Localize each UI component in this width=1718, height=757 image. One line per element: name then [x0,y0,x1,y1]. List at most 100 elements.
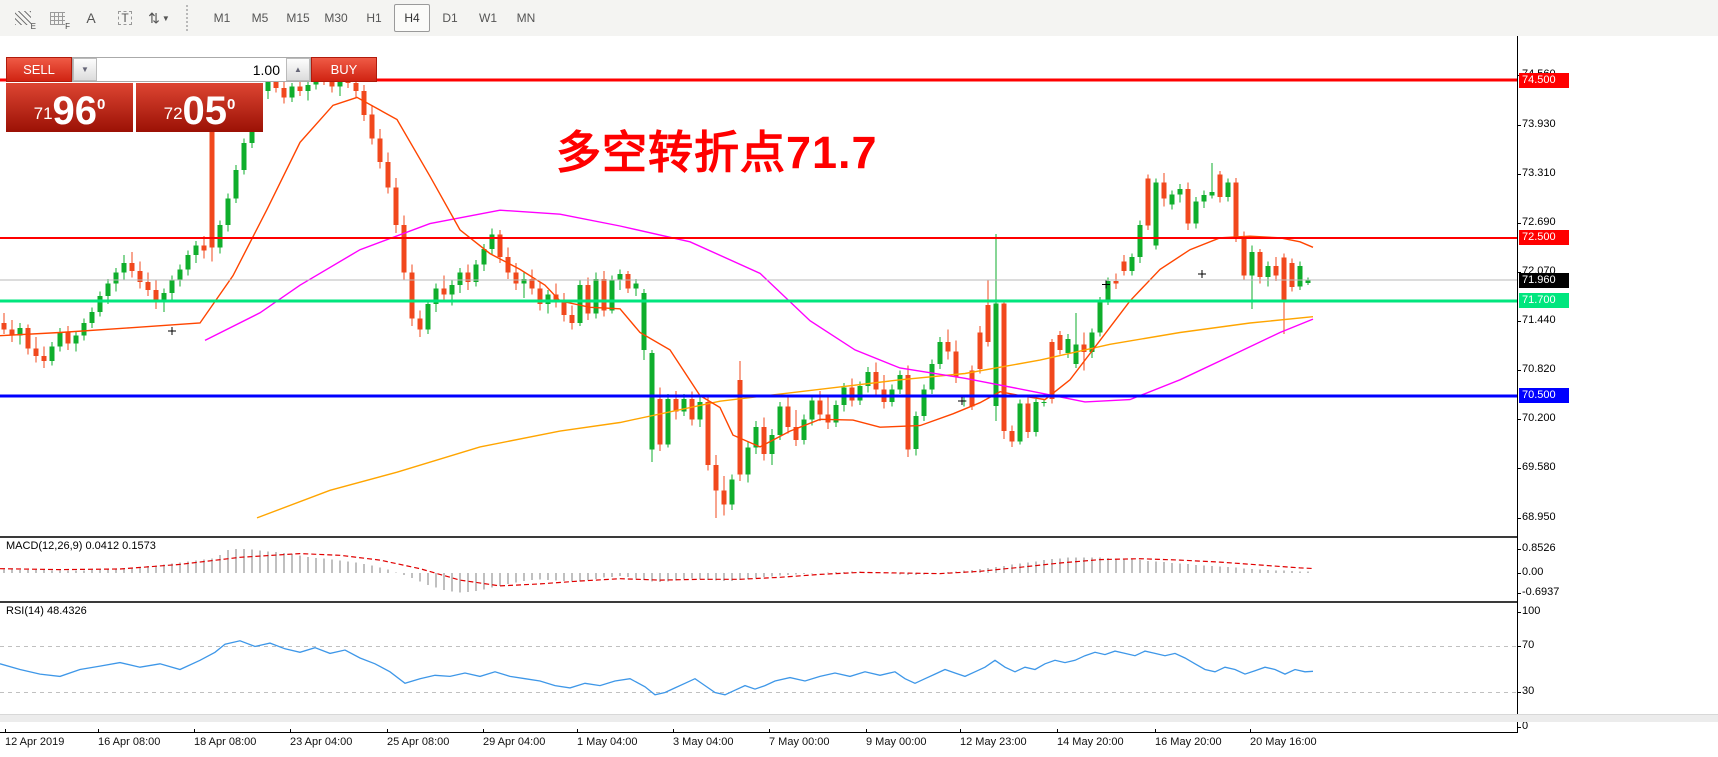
axis-tick [1517,223,1521,224]
macd-label: MACD(12,26,9) 0.0412 0.1573 [6,540,156,552]
fibonacci-grid-icon[interactable]: F [41,3,73,33]
sell-price-sup: 0 [97,96,106,113]
price-badge: 72.500 [1519,230,1569,246]
timeframe-w1[interactable]: W1 [479,11,497,25]
volume-input[interactable] [97,58,286,81]
timeframe-m1[interactable]: M1 [213,11,231,25]
price-tick: 73.310 [1522,167,1556,179]
time-tick [1057,729,1058,733]
axis-tick [1517,419,1521,420]
sell-button[interactable]: SELL [6,57,72,82]
time-tick [1250,729,1251,733]
buy-button[interactable]: BUY [311,57,377,82]
price-badge: 71.960 [1519,272,1569,288]
volume-stepper: ▼ ▲ [72,57,311,82]
axis-tick [1517,518,1521,519]
time-axis-line [0,732,1518,733]
status-strip [0,714,1718,722]
time-label[interactable]: 29 Apr 04:00 [483,736,546,748]
timeframe-h1[interactable]: H1 [366,11,382,25]
time-tick [194,729,195,733]
time-label[interactable]: 3 May 04:00 [673,736,734,748]
rsi-pane[interactable] [0,603,1518,732]
toolbar: E F A T ⇅ ▼ M1 M5 M15 M30 H1 H4 D1 W1 MN [0,0,1718,37]
time-label[interactable]: 20 May 16:00 [1250,736,1317,748]
buy-price-big: 05 [182,89,228,133]
price-tick: 70.820 [1522,363,1556,375]
time-label[interactable]: 18 Apr 08:00 [194,736,257,748]
macd-tick: 0.00 [1522,566,1544,578]
time-tick [866,729,867,733]
axis-tick [1517,646,1521,647]
price-tick: 73.930 [1522,118,1556,130]
buy-price-tile[interactable]: 72 05 0 [136,83,263,132]
axis-tick [1517,593,1521,594]
time-label[interactable]: 23 Apr 04:00 [290,736,353,748]
sell-price-small: 71 [33,104,53,123]
time-tick [290,729,291,733]
volume-decrease-icon[interactable]: ▼ [73,58,97,81]
price-tick: 70.200 [1522,412,1556,424]
pane-separator[interactable] [0,601,1518,603]
label-tool-icon[interactable]: T [109,3,141,33]
chart-area: ▲UKOil-,H4 71.970 71.970 71.960 71.960 M… [0,36,1718,757]
axis-tick [1517,321,1521,322]
price-badge: 71.700 [1519,293,1569,309]
time-label[interactable]: 16 May 20:00 [1155,736,1222,748]
rsi-label: RSI(14) 48.4326 [6,605,87,617]
price-tick: 71.440 [1522,314,1556,326]
axis-tick [1517,272,1521,273]
axis-tick [1517,370,1521,371]
rsi-tick: 100 [1522,605,1541,617]
pane-separator[interactable] [0,536,1518,538]
axis-tick [1517,727,1521,728]
time-label[interactable]: 12 May 23:00 [960,736,1027,748]
rsi-tick: 70 [1522,639,1535,651]
axis-tick [1517,612,1521,613]
time-tick [769,729,770,733]
time-label[interactable]: 9 May 00:00 [866,736,927,748]
macd-pane[interactable] [0,538,1518,601]
price-tick: 68.950 [1522,511,1556,523]
time-label[interactable]: 14 May 20:00 [1057,736,1124,748]
rsi-tick: 30 [1522,685,1535,697]
arrange-tool-icon[interactable]: ⇅ ▼ [148,9,170,26]
sell-price-tile[interactable]: 71 96 0 [6,83,133,132]
time-tick [5,729,6,733]
time-tick [1155,729,1156,733]
volume-increase-icon[interactable]: ▲ [286,58,310,81]
time-label[interactable]: 1 May 04:00 [577,736,638,748]
price-tick: 72.690 [1522,216,1556,228]
sell-price-big: 96 [52,89,98,133]
axis-tick [1517,125,1521,126]
time-label[interactable]: 12 Apr 2019 [5,736,65,748]
axis-tick [1517,549,1521,550]
time-label[interactable]: 25 Apr 08:00 [387,736,450,748]
buy-price-small: 72 [163,104,183,123]
price-badge: 70.500 [1519,388,1569,404]
timeframe-m30[interactable]: M30 [324,11,348,25]
buy-price-sup: 0 [227,96,236,113]
timeframe-m5[interactable]: M5 [251,11,269,25]
chevron-down-icon: ▼ [161,13,170,23]
time-tick [577,729,578,733]
price-axis-line [1517,36,1518,732]
chart-annotation-text[interactable]: 多空转折点71.7 [556,127,878,178]
timeframe-h4[interactable]: H4 [394,4,430,32]
timeframe-d1[interactable]: D1 [442,11,458,25]
timeframe-group: M1 M5 M15 M30 H1 H4 D1 W1 MN [197,0,551,36]
time-label[interactable]: 16 Apr 08:00 [98,736,161,748]
toolbar-separator [186,5,193,31]
time-tick [387,729,388,733]
axis-tick [1517,174,1521,175]
timeframe-m15[interactable]: M15 [286,11,310,25]
macd-tick: 0.8526 [1522,542,1556,554]
axis-tick [1517,573,1521,574]
time-label[interactable]: 7 May 00:00 [769,736,830,748]
elliott-wave-icon[interactable]: E [7,3,39,33]
macd-tick: -0.6937 [1522,586,1560,598]
text-tool-icon[interactable]: A [86,10,96,26]
timeframe-mn[interactable]: MN [516,11,536,25]
price-badge: 74.500 [1519,72,1569,88]
